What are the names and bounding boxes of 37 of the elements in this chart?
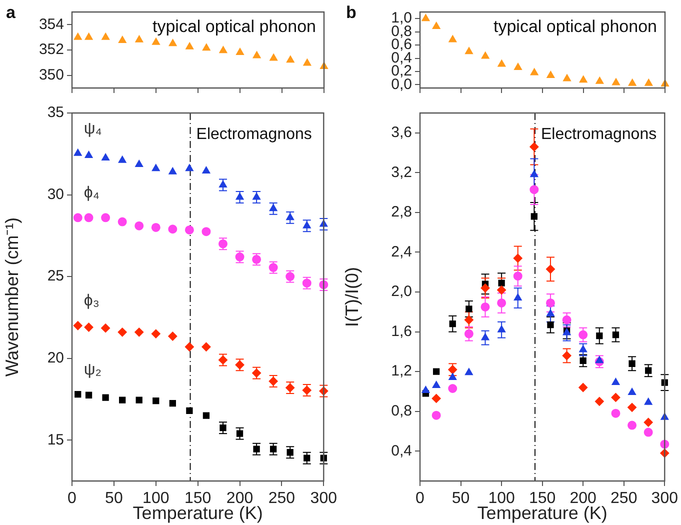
x-tick-label: 250 (610, 490, 638, 508)
chart-title: typical optical phonon (152, 17, 316, 36)
y-tick-label: 352 (38, 41, 64, 58)
text: a (6, 3, 16, 22)
series-label: ψ₄ (84, 120, 102, 138)
x-tick-label: 250 (268, 490, 296, 508)
y-tick-label: 0,4 (391, 442, 412, 460)
y-tick-label: 1,2 (391, 362, 412, 380)
y-tick-label: 15 (47, 431, 64, 448)
x-tick-label: 50 (452, 490, 470, 508)
y-tick-label: 2,4 (391, 243, 412, 260)
series-label: ψ₂ (84, 361, 102, 378)
x-tick-label: 0 (68, 490, 77, 508)
y-tick-label: 30 (47, 186, 64, 203)
ref-line-label: Electromagnons (540, 126, 657, 143)
y-tick-label: 2,8 (391, 204, 412, 221)
x-tick-label: 0 (416, 490, 425, 508)
y-tick-label: 35 (47, 104, 64, 122)
text: b (346, 3, 356, 22)
series-label: ϕ₃ (84, 292, 100, 310)
y-tick-label: 350 (38, 66, 64, 84)
y-tick-label: 2,0 (391, 283, 412, 300)
x-tick-label: 300 (651, 490, 678, 508)
y-tick-label: 0,8 (391, 402, 412, 420)
x-tick-label: 300 (310, 490, 338, 508)
x-tick-label: 50 (105, 490, 123, 508)
y-tick-label: 3,2 (391, 164, 412, 181)
y-tick-label: 354 (38, 16, 64, 33)
ref-line-label: Electromagnons (196, 126, 312, 143)
y-tick-label: 25 (47, 268, 64, 285)
chart-title: typical optical phonon (493, 17, 657, 36)
y-tick-label: 20 (47, 349, 64, 366)
y-axis-title: Wavenumber (cm⁻¹) (2, 217, 22, 377)
y-tick-label: 3,6 (391, 124, 412, 142)
y-axis-title: I(T)/I(0) (342, 267, 362, 327)
series-label: ϕ₄ (84, 184, 100, 202)
y-tick-label: 1,6 (391, 322, 412, 340)
